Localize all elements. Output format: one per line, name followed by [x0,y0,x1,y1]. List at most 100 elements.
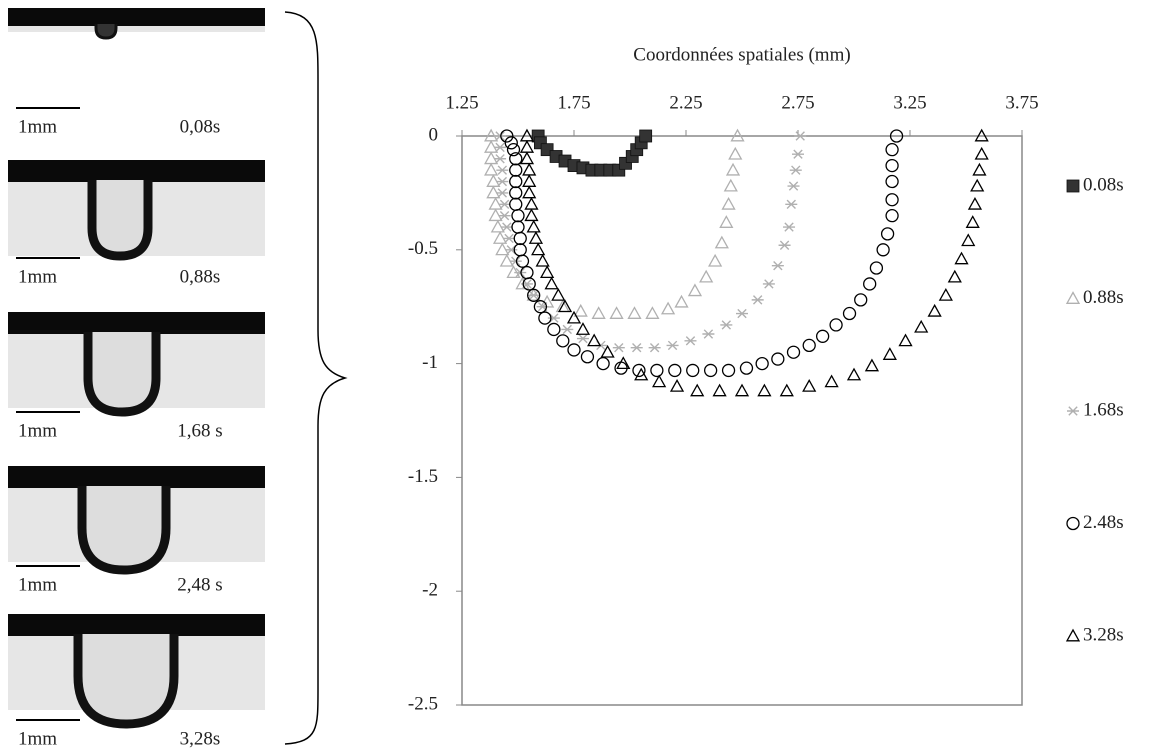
time-label: 1,68 s [177,420,222,441]
marker [630,342,643,353]
marker [802,338,816,353]
series [519,128,989,397]
time-label: 3,28s [180,728,221,749]
photo: 1mm 1,68 s [8,312,265,441]
marker [755,356,769,371]
marker [528,231,544,244]
droplet [73,634,179,729]
marker [885,174,899,189]
marker [503,233,516,244]
legend-marker [1066,179,1080,193]
photo-bar [8,466,265,488]
marker [555,299,570,313]
marker [974,128,989,142]
marker [864,358,880,372]
marker [514,267,527,278]
time-label: 2,48 s [177,574,222,595]
marker [551,287,566,301]
y-tick-label: -0.5 [408,238,438,259]
marker [494,154,507,164]
marker [751,295,764,305]
marker [824,374,839,388]
marker [645,306,660,319]
marker [785,199,798,209]
marker [762,279,775,289]
scale-label: 1mm [18,420,57,441]
marker [712,383,727,397]
marker [854,293,868,307]
marker [527,290,540,301]
marker [794,131,807,141]
marker [885,143,899,157]
y-tick-label: -2 [422,580,438,601]
marker [783,222,796,232]
scale-label: 1mm [18,266,57,287]
marker [720,320,733,330]
marker [885,193,899,207]
y-tick-label: 0 [429,124,439,145]
marker [632,363,646,378]
marker [687,283,703,297]
marker [734,383,750,397]
legend-label: 3.28s [1083,624,1124,645]
marker [494,142,507,153]
marker [612,342,625,353]
marker [531,242,546,256]
marker [725,162,741,176]
marker [511,220,525,234]
time-label: 0,88s [180,266,221,287]
marker [829,318,843,332]
marker [494,131,507,141]
marker [686,363,700,378]
marker [580,350,595,364]
legend-marker [1065,628,1081,642]
marker [869,261,884,275]
marker [519,151,535,165]
marker [721,196,736,210]
legend-marker [1067,406,1079,416]
marker [730,128,745,142]
marker [498,210,511,221]
marker [650,363,664,378]
marker [535,253,550,267]
marker [484,162,499,176]
marker [778,240,791,250]
marker [509,197,523,211]
photo-bar [8,312,265,334]
x-tick-label: 2.25 [669,92,702,113]
marker [504,136,518,150]
marker [526,219,541,233]
marker [669,379,685,392]
marker [961,233,976,247]
photo-bar [8,160,265,182]
marker [540,265,555,279]
x-tick-label: 1.25 [445,92,478,113]
marker [566,310,582,324]
legend-label: 0.88s [1083,287,1124,308]
marker [587,333,602,347]
marker [882,347,897,360]
marker [708,253,723,267]
marker [522,174,537,187]
series [500,129,904,378]
marker [652,374,667,388]
scale-label: 1mm [18,728,57,749]
marker [509,186,523,200]
scale-label: 1mm [18,574,57,595]
y-tick-label: -1 [422,352,438,373]
marker [515,254,530,268]
marker [876,243,890,257]
marker [547,322,561,337]
marker [792,149,804,159]
marker [674,294,689,308]
marker [927,303,942,317]
marker [789,165,802,175]
marker [714,235,729,249]
marker [522,162,537,176]
marker [648,342,661,353]
marker [721,363,736,378]
scale-label: 1mm [18,116,57,137]
marker [522,277,536,291]
marker [496,176,509,187]
marker [591,306,606,319]
